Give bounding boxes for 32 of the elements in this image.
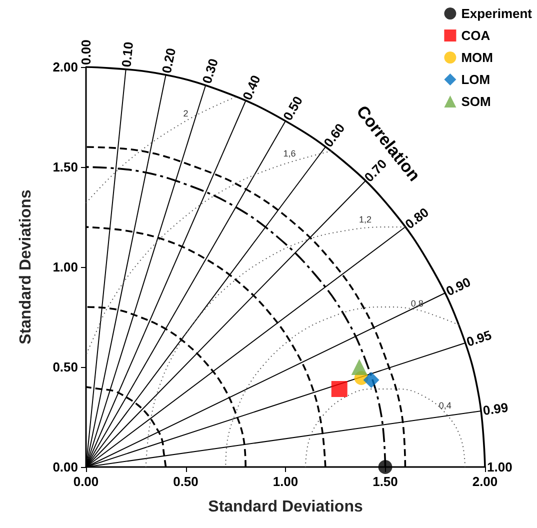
y-tick-label: 1.50 [52, 160, 78, 174]
y-axis-title: Standard Deviations [18, 190, 34, 344]
annotation: 1.00 [487, 460, 512, 474]
annotation: 2 [183, 108, 188, 118]
x-tick-label: 0.50 [173, 474, 198, 489]
y-tick-label: 2.00 [52, 60, 78, 74]
annotation: 1,6 [283, 148, 296, 158]
x-tick-label: 1.50 [372, 474, 398, 489]
x-tick-label: 1.00 [272, 474, 298, 489]
annotation: 0.30 [199, 56, 222, 86]
annotation: 0.99 [482, 400, 510, 418]
annotation: 0.95 [464, 327, 494, 350]
y-tick-label: 0.00 [52, 460, 78, 474]
legend-label: MOM [461, 50, 493, 65]
annotation: 0.10 [118, 41, 136, 68]
legend-label: SOM [461, 94, 491, 109]
annotation: 0,4 [438, 400, 452, 410]
annotation: 0.00 [78, 40, 94, 65]
annotation: 0.40 [240, 72, 264, 102]
y-tick-label: 1.00 [52, 260, 78, 274]
x-tick-label: 0.00 [73, 474, 99, 489]
legend-label: COA [461, 28, 491, 43]
x-tick-label: 2.00 [472, 474, 498, 489]
legend-label: LOM [461, 72, 490, 87]
annotation: 0,8 [410, 298, 424, 308]
x-axis-title: Standard Deviations [208, 498, 363, 516]
y-tick-label: 0.50 [52, 360, 78, 374]
annotation: 1,2 [359, 214, 372, 224]
annotation: 0.90 [444, 274, 473, 299]
annotation: 0.80 [402, 204, 432, 232]
annotation: 0.20 [158, 46, 179, 75]
legend-label: Experiment [461, 6, 533, 21]
